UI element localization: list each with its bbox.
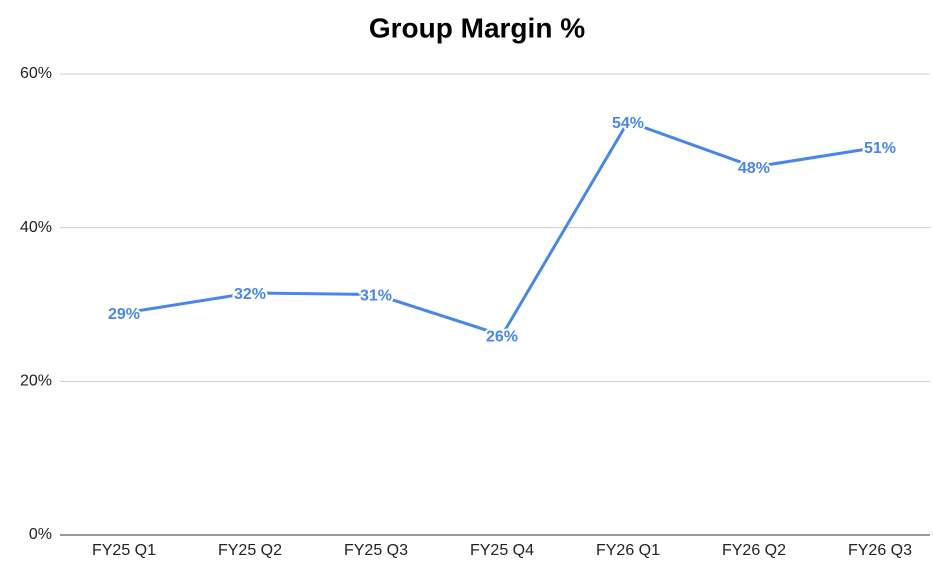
data-label: 51% [864,140,896,157]
x-tick-label: FY26 Q1 [596,542,660,559]
data-label: 26% [486,328,518,345]
y-tick-label: 0% [29,526,52,543]
x-tick-label: FY25 Q1 [92,542,156,559]
y-tick-label: 40% [20,219,52,236]
data-label: 29% [108,306,140,323]
y-tick-label: 60% [20,65,52,82]
data-label: 54% [612,115,644,132]
x-tick-label: FY25 Q3 [344,542,408,559]
line [123,120,881,337]
x-tick-label: FY26 Q3 [848,542,912,559]
y-tick-label: 20% [20,373,52,390]
x-tick-label: FY25 Q4 [470,542,534,559]
data-label: 32% [234,286,266,303]
data-label: 48% [738,160,770,177]
x-tick-label: FY25 Q2 [218,542,282,559]
chart-title: Group Margin % [369,12,585,43]
x-tick-label: FY26 Q2 [722,542,786,559]
data-label: 31% [360,288,392,305]
